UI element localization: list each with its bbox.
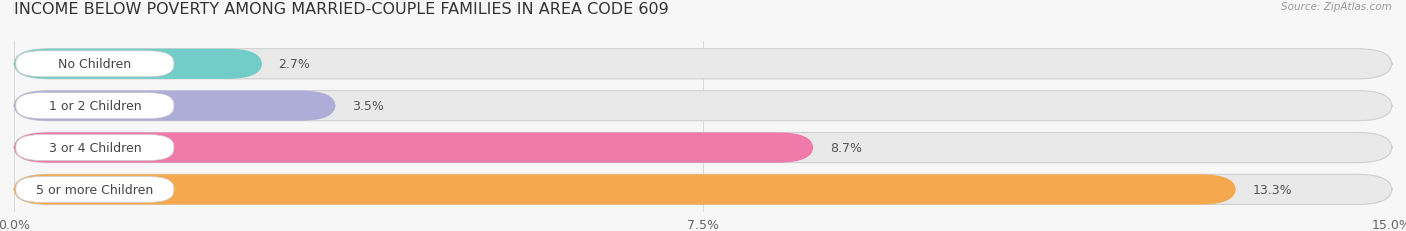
FancyBboxPatch shape (15, 177, 174, 203)
Text: 13.3%: 13.3% (1253, 183, 1292, 196)
FancyBboxPatch shape (14, 49, 262, 79)
Text: INCOME BELOW POVERTY AMONG MARRIED-COUPLE FAMILIES IN AREA CODE 609: INCOME BELOW POVERTY AMONG MARRIED-COUPL… (14, 2, 669, 17)
FancyBboxPatch shape (15, 52, 174, 77)
Text: Source: ZipAtlas.com: Source: ZipAtlas.com (1281, 2, 1392, 12)
FancyBboxPatch shape (14, 175, 1236, 205)
Text: 3.5%: 3.5% (352, 100, 384, 113)
FancyBboxPatch shape (14, 133, 1392, 163)
Text: 2.7%: 2.7% (278, 58, 311, 71)
FancyBboxPatch shape (14, 91, 1392, 121)
FancyBboxPatch shape (14, 175, 1392, 205)
Text: No Children: No Children (58, 58, 131, 71)
FancyBboxPatch shape (15, 135, 174, 161)
FancyBboxPatch shape (14, 91, 336, 121)
Text: 3 or 4 Children: 3 or 4 Children (49, 141, 141, 154)
Text: 5 or more Children: 5 or more Children (37, 183, 153, 196)
FancyBboxPatch shape (14, 49, 1392, 79)
Text: 1 or 2 Children: 1 or 2 Children (49, 100, 141, 113)
Text: 8.7%: 8.7% (830, 141, 862, 154)
FancyBboxPatch shape (14, 133, 813, 163)
FancyBboxPatch shape (15, 93, 174, 119)
